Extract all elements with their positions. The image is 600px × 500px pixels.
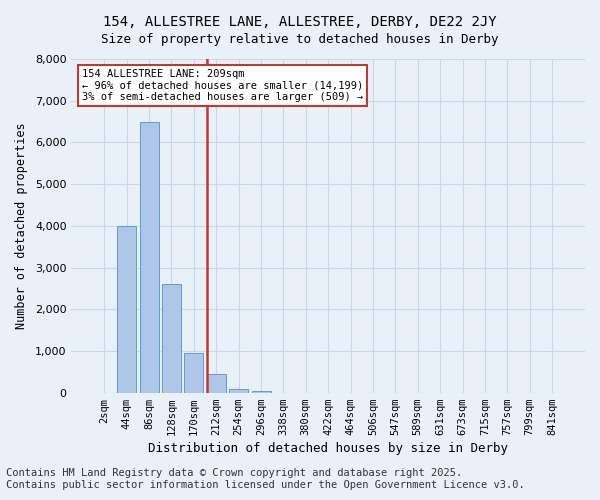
X-axis label: Distribution of detached houses by size in Derby: Distribution of detached houses by size … (148, 442, 508, 455)
Text: Contains HM Land Registry data © Crown copyright and database right 2025.
Contai: Contains HM Land Registry data © Crown c… (6, 468, 525, 490)
Bar (229, 388, 248, 392)
Text: Size of property relative to detached houses in Derby: Size of property relative to detached ho… (101, 32, 499, 46)
Bar (184, 353, 203, 393)
Text: 154 ALLESTREE LANE: 209sqm
← 96% of detached houses are smaller (14,199)
3% of s: 154 ALLESTREE LANE: 209sqm ← 96% of deta… (82, 69, 363, 102)
Text: 154, ALLESTREE LANE, ALLESTREE, DERBY, DE22 2JY: 154, ALLESTREE LANE, ALLESTREE, DERBY, D… (103, 15, 497, 29)
Bar (207, 374, 226, 392)
Y-axis label: Number of detached properties: Number of detached properties (15, 122, 28, 329)
Bar (140, 122, 158, 392)
Bar (117, 226, 136, 392)
Bar (162, 284, 181, 393)
